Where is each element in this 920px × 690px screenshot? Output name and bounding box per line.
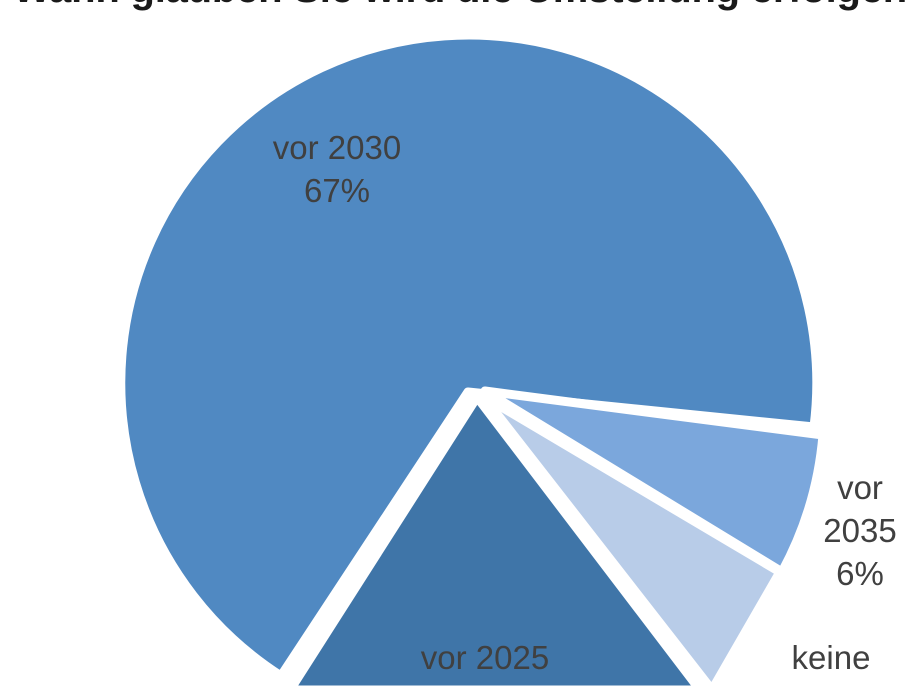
pie-label-vor-2025: vor 2025 <box>420 639 550 676</box>
pie-label-vor-2035: vor 2035 6% <box>823 469 897 592</box>
pie-slice-vor-2030[interactable] <box>116 30 822 681</box>
chart-title: Wann glauben Sie wird die Umstellung erf… <box>0 0 920 12</box>
pie-slice-vor-2035[interactable] <box>480 386 828 577</box>
pie-label-vor-2030: vor 2030 67% <box>272 129 402 209</box>
pie-label-keine: keine <box>791 639 871 676</box>
pie-slice-vor-2025[interactable] <box>285 392 705 690</box>
